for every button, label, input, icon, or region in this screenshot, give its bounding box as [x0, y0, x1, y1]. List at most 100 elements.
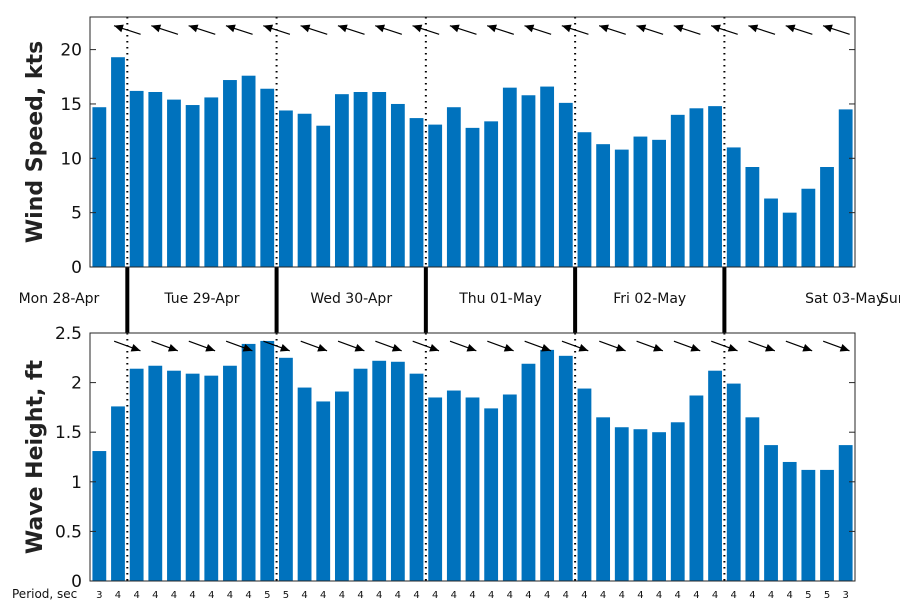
direction-arrow	[785, 340, 813, 352]
wind-speed-bar	[260, 88, 275, 268]
direction-arrow	[822, 340, 850, 352]
period-value: 4	[619, 590, 625, 600]
arrow-head	[503, 343, 514, 352]
period-value: 4	[432, 590, 438, 600]
wave-height-bar	[390, 361, 405, 581]
arrow-head	[375, 24, 386, 33]
day-label: Mon 28-Apr	[19, 291, 100, 307]
arrow-head	[802, 343, 813, 352]
period-value: 4	[208, 590, 214, 600]
period-value: 4	[189, 590, 195, 600]
period-value: 4	[563, 590, 569, 600]
day-label: Sat 03-May	[805, 291, 884, 307]
period-value: 5	[264, 590, 270, 600]
arrow-head	[429, 343, 440, 352]
wind-speed-bar	[148, 92, 163, 267]
wave-axes-box	[89, 332, 856, 582]
period-value: 4	[245, 590, 251, 600]
direction-arrow	[673, 24, 701, 35]
direction-arrow	[412, 24, 440, 35]
wave-height-bar	[614, 427, 629, 581]
period-value: 4	[451, 590, 457, 600]
wave-height-bar	[446, 390, 461, 581]
y-tick-label: 5	[71, 204, 82, 224]
wind-speed-bar	[279, 110, 293, 267]
wind-speed-bar	[446, 107, 461, 267]
period-value: 3	[842, 590, 848, 600]
wave-height-bar	[260, 340, 275, 581]
wind-speed-bar	[204, 97, 219, 268]
y-tick-label: 0.5	[55, 522, 82, 542]
wave-height-bar	[185, 373, 200, 581]
wave-height-bar	[782, 461, 797, 581]
wind-speed-bar	[838, 109, 853, 267]
period-value: 4	[376, 590, 382, 600]
arrow-head	[615, 343, 626, 352]
wind-speed-bar	[465, 127, 480, 268]
wave-height-bar	[409, 373, 424, 581]
direction-arrow	[673, 340, 701, 352]
wind-speed-bar	[92, 107, 107, 267]
direction-arrow	[710, 24, 738, 35]
direction-arrow	[113, 24, 141, 35]
direction-arrow	[598, 24, 626, 35]
wave-height-bar	[428, 397, 443, 581]
wind-speed-bar	[670, 114, 685, 267]
arrow-head	[188, 24, 199, 33]
wind-speed-bar	[167, 99, 181, 267]
wind-speed-bar	[633, 136, 648, 267]
bars-layer	[92, 57, 853, 581]
period-value: 4	[227, 590, 233, 600]
wave-height-bar	[148, 365, 163, 581]
wave-height-bar	[708, 370, 722, 581]
day-label: Tue 29-Apr	[163, 291, 239, 307]
direction-arrow	[337, 340, 365, 352]
period-value: 4	[525, 590, 531, 600]
wind-speed-bar	[484, 121, 499, 267]
wind-speed-bar	[223, 80, 237, 267]
arrow-head	[487, 24, 497, 33]
arrow-head	[561, 24, 572, 33]
day-label: Fri 02-May	[613, 291, 686, 307]
wave-height-bar	[92, 451, 107, 581]
wind-speed-bar	[782, 212, 797, 267]
wind-speed-bar	[820, 167, 834, 267]
period-value: 4	[731, 590, 737, 600]
arrow-head	[524, 24, 535, 33]
direction-arrow	[524, 24, 552, 35]
period-value: 4	[133, 590, 139, 600]
direction-arrow	[151, 24, 179, 35]
labels-layer: 0 5 10 15 20 Wind Speed, kts 0 0.5 1 1.5 2 2.5 Wave …	[12, 41, 900, 600]
wind-speed-bar	[708, 106, 722, 267]
period-value: 4	[544, 590, 550, 600]
arrow-head	[151, 24, 162, 33]
wave-height-bar	[129, 368, 144, 581]
period-value: 4	[488, 590, 494, 600]
day-label: Sun	[880, 291, 900, 307]
arrow-head	[765, 343, 775, 352]
period-value: 4	[395, 590, 401, 600]
arrow-head	[412, 24, 423, 33]
wave-height-bar	[353, 368, 368, 581]
direction-arrow	[188, 340, 216, 352]
wind-speed-bar	[558, 102, 573, 268]
wave-height-bar	[633, 429, 648, 581]
arrow-head	[317, 343, 328, 352]
y-tick-label: 20	[60, 41, 82, 61]
period-value: 4	[693, 590, 699, 600]
day-boundary-layer	[125, 17, 727, 581]
wave-height-bar	[540, 349, 555, 581]
wind-speed-bar	[297, 113, 312, 268]
wave-height-bar	[652, 432, 666, 581]
wave-height-bar	[521, 363, 536, 581]
direction-arrow	[636, 340, 664, 352]
wave-height-bar	[279, 357, 293, 581]
arrow-head	[636, 24, 647, 33]
wave-height-bar	[167, 370, 181, 581]
direction-arrow	[263, 340, 290, 352]
arrow-head	[673, 24, 684, 33]
wind-speed-bar	[614, 149, 629, 267]
wind-speed-bar	[689, 108, 704, 267]
direction-arrow	[748, 24, 776, 35]
wave-height-bar	[484, 408, 499, 581]
